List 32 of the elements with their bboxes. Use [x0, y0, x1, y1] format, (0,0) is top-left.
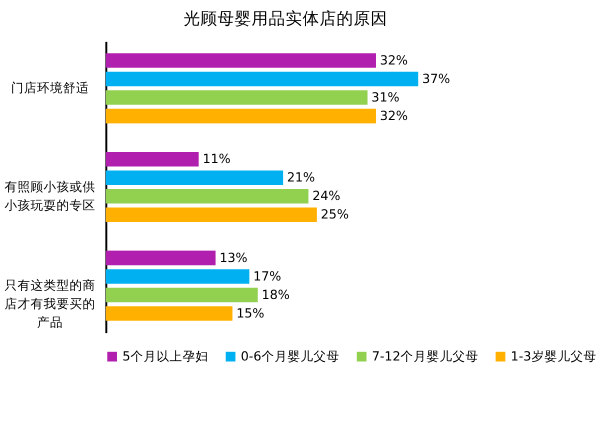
bar [106, 288, 258, 302]
legend-label: 7-12个月婴儿父母 [372, 348, 478, 364]
data-label: 37% [422, 70, 450, 86]
y-tick-label: 门店环境舒适 [11, 80, 89, 96]
bar [106, 53, 376, 68]
data-label: 31% [371, 89, 400, 104]
data-label: 21% [287, 170, 316, 185]
data-label: 11% [202, 151, 231, 166]
bar [106, 90, 368, 105]
y-tick-label: 只有这类型的商店才有我要买的产品 [4, 278, 96, 330]
data-label: 17% [253, 268, 282, 284]
data-label: 18% [262, 286, 290, 302]
data-label: 32% [380, 108, 408, 123]
data-label: 25% [320, 206, 349, 222]
bar [106, 170, 284, 186]
data-label: 13% [219, 250, 248, 265]
bar [106, 207, 317, 222]
data-label: 15% [236, 305, 264, 320]
legend-label: 0-6个月婴儿父母 [240, 348, 340, 364]
bar [106, 250, 216, 266]
bar [106, 108, 376, 124]
legend-label: 5个月以上孕妇 [122, 348, 208, 364]
data-label: 24% [312, 188, 340, 204]
bar [106, 306, 232, 321]
bar [106, 152, 199, 167]
bar [106, 72, 418, 86]
chart-title: 光顾母婴用品实体店的原因 [183, 8, 388, 28]
legend-label: 1-3岁婴儿父母 [510, 348, 596, 364]
data-label: 32% [380, 52, 408, 68]
bar [106, 188, 308, 204]
bar [106, 269, 250, 284]
y-tick-label: 有照顾小孩或供小孩玩耍的专区 [4, 178, 96, 212]
